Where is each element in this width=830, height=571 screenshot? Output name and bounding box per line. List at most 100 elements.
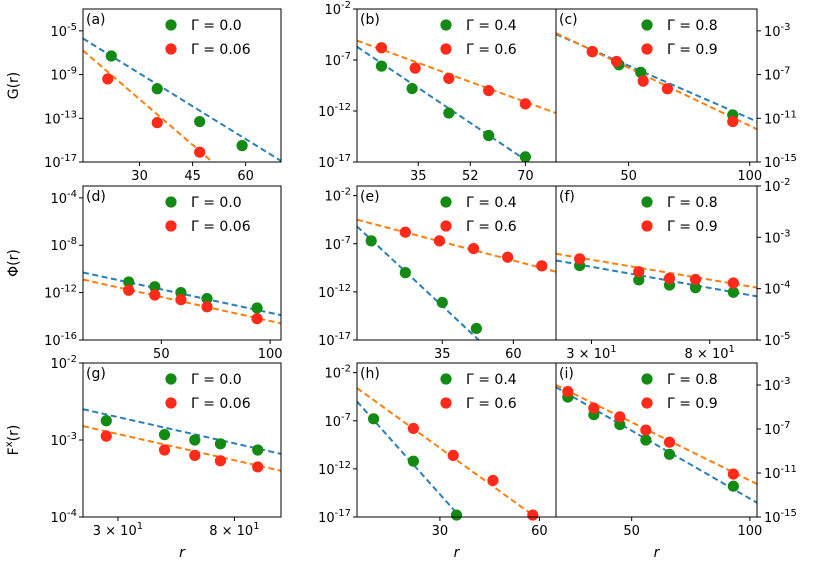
panel-label-f: (f): [559, 189, 575, 205]
legend-label-f-0: Γ = 0.8: [667, 195, 718, 211]
data-point-g-1-1: [158, 444, 171, 456]
y-tick-label-f-0: 10-2: [764, 177, 791, 195]
data-point-h-1-0: [407, 422, 419, 435]
data-point-i-1-4: [663, 436, 676, 448]
y-tick-label-f-3: 10-5: [764, 331, 791, 349]
y-axis-label-d: Φ(r): [6, 249, 22, 277]
legend-marker-b-1: [440, 43, 452, 55]
data-point-f-1-2: [663, 272, 676, 284]
data-point-b-0-2: [443, 107, 455, 119]
data-point-a-1-0: [102, 73, 114, 85]
y-tick-label-g-2: 10-4: [50, 508, 77, 526]
data-point-h-1-1: [447, 449, 459, 461]
fit-line-e-1: [357, 218, 556, 273]
legend-label-h-1: Γ = 0.6: [466, 396, 517, 412]
legend-marker-c-0: [641, 19, 653, 31]
x-axis-label-i: r: [654, 545, 661, 561]
data-point-b-0-1: [406, 82, 418, 95]
panel-label-h: (h): [360, 366, 380, 382]
data-point-c-1-0: [586, 46, 598, 58]
data-point-g-1-3: [214, 455, 227, 467]
y-tick-label-b-0: 10-2: [324, 0, 351, 18]
legend-marker-d-1: [165, 220, 177, 232]
legend-marker-i-1: [641, 397, 653, 409]
data-point-f-1-3: [689, 273, 702, 286]
data-point-d-1-3: [201, 301, 213, 313]
data-point-e-1-1: [433, 235, 446, 247]
x-tick-label-h-1: 60: [531, 524, 548, 539]
data-point-f-1-4: [727, 277, 739, 289]
data-point-a-1-2: [194, 146, 206, 158]
data-point-f-1-0: [574, 253, 586, 265]
data-point-b-0-3: [483, 129, 495, 142]
fit-line-e-0: [357, 225, 481, 340]
legend-label-d-1: Γ = 0.06: [191, 219, 251, 235]
legend-marker-b-0: [440, 19, 452, 31]
legend-label-i-1: Γ = 0.9: [667, 396, 718, 412]
y-tick-label-c-0: 10-3: [764, 22, 791, 40]
y-tick-label-h-2: 10-12: [318, 460, 351, 478]
panel-e: 35 60 10-2 10-7 10-12 10-17 (e) Γ = 0.4 Γ = 0.6: [318, 185, 557, 362]
y-tick-label-d-2: 10-12: [44, 284, 77, 302]
data-point-h-0-2: [450, 509, 463, 521]
data-point-i-1-1: [588, 402, 600, 414]
data-point-f-0-3: [689, 282, 702, 294]
panel-frame-h: [356, 362, 557, 518]
data-point-i-0-4: [663, 448, 676, 460]
data-point-e-1-0: [399, 226, 411, 238]
fit-line-i-1: [556, 384, 757, 485]
y-tick-label-c-3: 10-15: [764, 153, 797, 171]
y-tick-label-d-0: 10-4: [50, 189, 77, 207]
legend-label-b-0: Γ = 0.4: [466, 18, 517, 34]
panel-label-b: (b): [360, 12, 380, 28]
y-tick-label-e-3: 10-17: [318, 331, 351, 349]
data-point-d-0-1: [149, 281, 161, 293]
panel-b: 35 52 70 10-2 10-7 10-12 10-17 (b) Γ = 0.4 Γ = 0.…: [318, 0, 557, 184]
legend-marker-h-1: [440, 397, 452, 409]
fit-line-c-1: [556, 32, 757, 131]
data-point-b-0-0: [375, 60, 388, 72]
fit-line-d-1: [83, 278, 281, 325]
x-tick-label-b-2: 70: [517, 169, 534, 184]
x-tick-label-c-0: 50: [620, 169, 637, 184]
data-point-d-0-4: [251, 302, 263, 314]
data-point-a-0-3: [236, 140, 248, 152]
x-tick-label-g-1: 8 × 101: [209, 521, 259, 539]
x-tick-label-a-0: 30: [131, 169, 148, 184]
data-point-g-0-4: [252, 444, 264, 456]
x-tick-label-f-0: 3 × 101: [566, 344, 616, 362]
legend-label-f-1: Γ = 0.9: [667, 219, 718, 235]
x-tick-label-g-0: 3 × 101: [93, 521, 143, 539]
data-point-g-0-3: [214, 438, 227, 450]
legend-label-c-0: Γ = 0.8: [667, 18, 718, 34]
y-axis-label-a: G(r): [6, 72, 22, 100]
data-point-d-1-4: [251, 313, 263, 325]
data-point-e-0-1: [399, 267, 411, 279]
y-tick-label-a-3: 10-17: [44, 153, 77, 171]
legend-marker-a-1: [165, 43, 177, 55]
data-point-a-0-0: [105, 50, 117, 62]
panel-f: 3 × 101 8 × 101 10-2 10-3 10-4 10-5 (f) Γ = 0.8…: [555, 177, 791, 362]
legend-label-g-0: Γ = 0.0: [191, 372, 242, 388]
y-tick-label-g-1: 10-3: [50, 431, 77, 449]
x-tick-label-a-2: 60: [237, 169, 254, 184]
data-point-d-0-0: [123, 276, 135, 288]
x-tick-label-h-0: 30: [432, 524, 449, 539]
y-axis-label-g: Fx(r): [4, 425, 22, 456]
legend-marker-e-0: [440, 196, 452, 208]
data-point-f-0-1: [633, 274, 645, 286]
fit-line-g-1: [83, 425, 281, 472]
legend-marker-c-1: [641, 43, 653, 55]
panel-frame-c: [555, 8, 758, 163]
data-point-h-0-1: [407, 455, 419, 467]
data-point-g-1-2: [189, 449, 201, 461]
y-tick-label-d-3: 10-16: [44, 331, 77, 349]
y-tick-label-d-1: 10-8: [50, 236, 77, 254]
panel-label-e: (e): [360, 189, 380, 205]
legend-label-a-0: Γ = 0.0: [191, 18, 242, 34]
fit-line-g-0: [83, 408, 281, 455]
legend-label-b-1: Γ = 0.6: [466, 42, 517, 58]
data-point-g-0-0: [100, 415, 112, 427]
legend-label-e-0: Γ = 0.4: [466, 195, 517, 211]
data-point-c-1-3: [661, 83, 673, 95]
